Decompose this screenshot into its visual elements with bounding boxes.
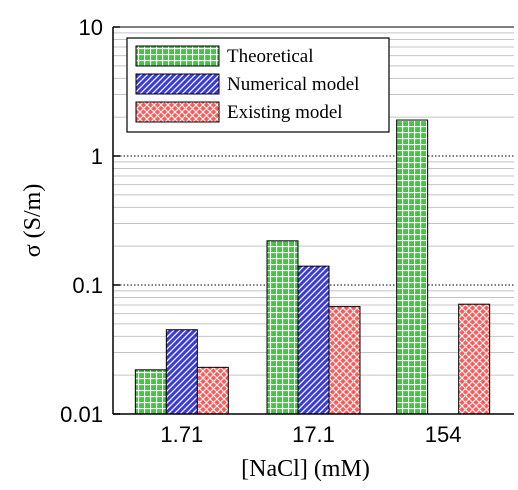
bar-theoretical-17_1 xyxy=(266,240,299,415)
bar-theoretical-154 xyxy=(396,119,429,415)
labels-layer: 0.01 0.1 1 10 1.71 17.1 154 [NaCl] (mM) σ (S/m) xyxy=(20,15,462,482)
bar-existing-model-1_71 xyxy=(196,366,229,415)
legend-swatch-numerical-model xyxy=(135,73,220,95)
x-tick-label: 154 xyxy=(425,422,462,447)
legend-label-theoretical: Theoretical xyxy=(227,46,314,67)
bar-existing-model-154 xyxy=(458,303,491,415)
legend-label-numerical-model: Numerical model xyxy=(227,74,359,95)
bar-numerical-model-17_1 xyxy=(297,265,330,415)
legend-label-existing-model: Existing model xyxy=(227,102,343,123)
y-tick-label: 10 xyxy=(79,15,103,40)
legend-swatch-existing-model xyxy=(135,101,220,123)
bar-numerical-model-1_71 xyxy=(165,329,198,415)
x-tick-label: 17.1 xyxy=(292,422,335,447)
x-tick-label: 1.71 xyxy=(160,422,203,447)
axes-layer xyxy=(112,26,514,415)
y-tick-label: 1 xyxy=(91,144,103,169)
bars-layer xyxy=(134,119,491,415)
y-tick-label: 0.01 xyxy=(60,402,103,427)
legend: Theoretical Numerical model Existing model xyxy=(126,37,390,133)
y-tick-label: 0.1 xyxy=(72,273,103,298)
x-axis-title: [NaCl] (mM) xyxy=(241,456,370,482)
bar-existing-model-17_1 xyxy=(328,306,361,415)
y-axis-title: σ (S/m) xyxy=(20,184,46,258)
bar-theoretical-1_71 xyxy=(134,369,167,415)
legend-swatch-theoretical xyxy=(135,45,220,67)
